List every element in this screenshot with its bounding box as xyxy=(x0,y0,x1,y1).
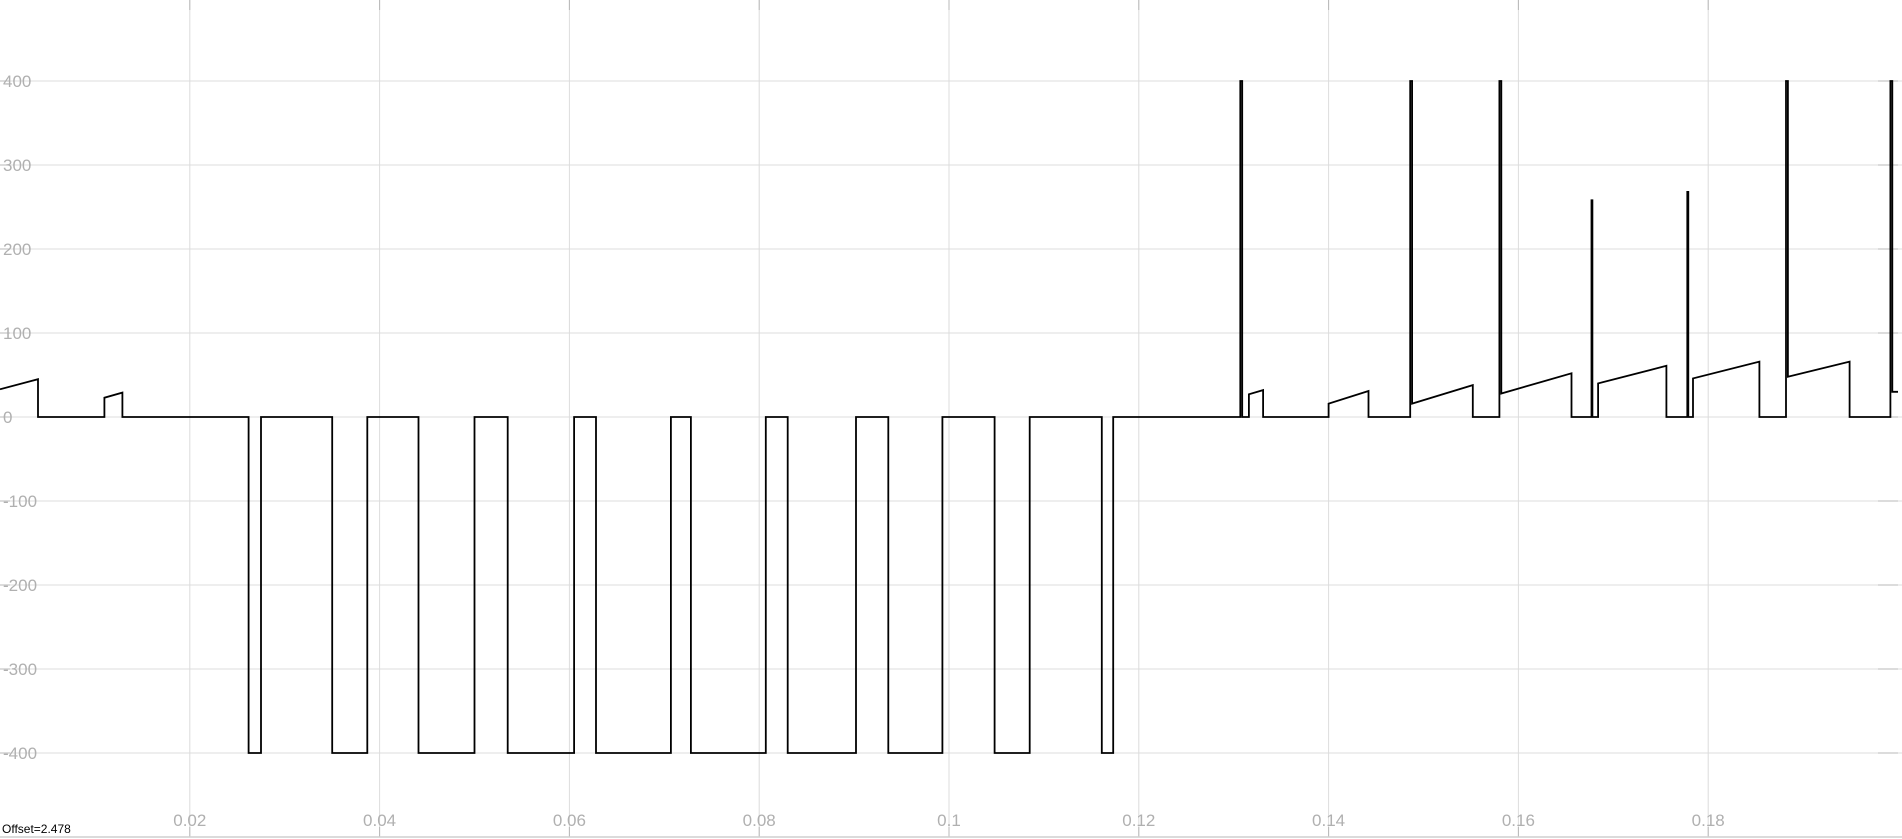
y-tick-label: -100 xyxy=(3,492,37,511)
x-tick-label: 0.06 xyxy=(553,811,586,830)
x-tick-label: 0.04 xyxy=(363,811,396,830)
offset-label: Offset=2.478 xyxy=(2,822,71,836)
y-tick-label: -200 xyxy=(3,576,37,595)
x-tick-label: 0.02 xyxy=(173,811,206,830)
x-tick-label: 0.1 xyxy=(937,811,961,830)
y-tick-label: 300 xyxy=(3,156,31,175)
y-tick-label: 400 xyxy=(3,72,31,91)
tick-labels: 0.02 0.04 0.06 0.08 0.1 0.12 0.14 0.16 0.18 400 30… xyxy=(3,72,1725,830)
x-tick-label: 0.18 xyxy=(1692,811,1725,830)
y-tick-label: 0 xyxy=(3,408,12,427)
y-tick-label: -400 xyxy=(3,744,37,763)
y-tick-label: 200 xyxy=(3,240,31,259)
y-tick-label: 100 xyxy=(3,324,31,343)
x-tick-label: 0.12 xyxy=(1122,811,1155,830)
x-tick-label: 0.14 xyxy=(1312,811,1345,830)
y-tick-label: -300 xyxy=(3,660,37,679)
x-tick-label: 0.16 xyxy=(1502,811,1535,830)
x-tick-label: 0.08 xyxy=(743,811,776,830)
signal-trace xyxy=(0,80,1898,754)
